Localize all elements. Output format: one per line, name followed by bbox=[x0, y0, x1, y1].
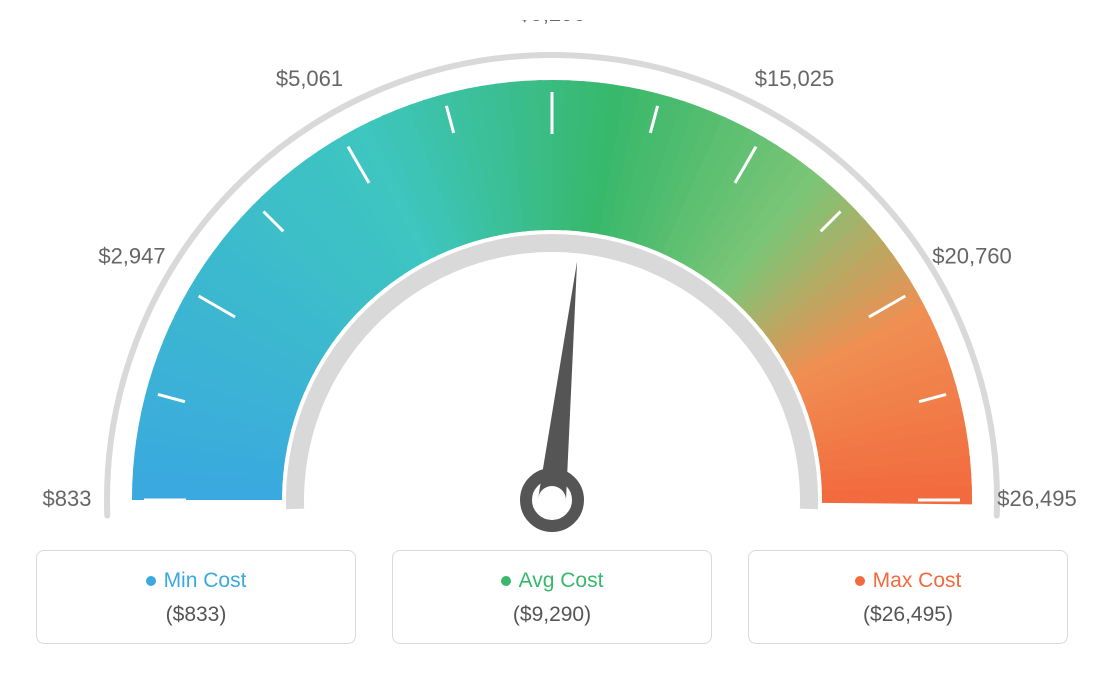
legend-min-box: Min Cost ($833) bbox=[36, 550, 356, 644]
legend-min-value: ($833) bbox=[47, 603, 345, 627]
legend-avg-title-row: Avg Cost bbox=[403, 569, 701, 593]
legend-min-dot bbox=[146, 576, 156, 586]
svg-text:$833: $833 bbox=[43, 486, 92, 511]
legend-min-title: Min Cost bbox=[164, 569, 247, 593]
legend-avg-box: Avg Cost ($9,290) bbox=[392, 550, 712, 644]
legend-max-box: Max Cost ($26,495) bbox=[748, 550, 1068, 644]
legend-max-title-row: Max Cost bbox=[759, 569, 1057, 593]
svg-text:$26,495: $26,495 bbox=[997, 486, 1077, 511]
svg-text:$15,025: $15,025 bbox=[755, 66, 835, 91]
legend-max-dot bbox=[855, 576, 865, 586]
svg-text:$20,760: $20,760 bbox=[932, 244, 1012, 269]
gauge-svg: $833 $2,947 $5,061 $9,290 $15,025 $20,760 $26,… bbox=[22, 20, 1082, 540]
svg-text:$2,947: $2,947 bbox=[98, 244, 165, 269]
gauge-chart: $833 $2,947 $5,061 $9,290 $15,025 $20,760 $26,… bbox=[22, 20, 1082, 540]
legend-avg-title: Avg Cost bbox=[519, 569, 604, 593]
legend-max-value: ($26,495) bbox=[759, 603, 1057, 627]
legend-avg-dot bbox=[501, 576, 511, 586]
legend-avg-value: ($9,290) bbox=[403, 603, 701, 627]
legend-row: Min Cost ($833) Avg Cost ($9,290) Max Co… bbox=[20, 550, 1084, 644]
svg-text:$9,290: $9,290 bbox=[518, 20, 585, 26]
legend-min-title-row: Min Cost bbox=[47, 569, 345, 593]
svg-text:$5,061: $5,061 bbox=[276, 66, 343, 91]
legend-max-title: Max Cost bbox=[873, 569, 962, 593]
